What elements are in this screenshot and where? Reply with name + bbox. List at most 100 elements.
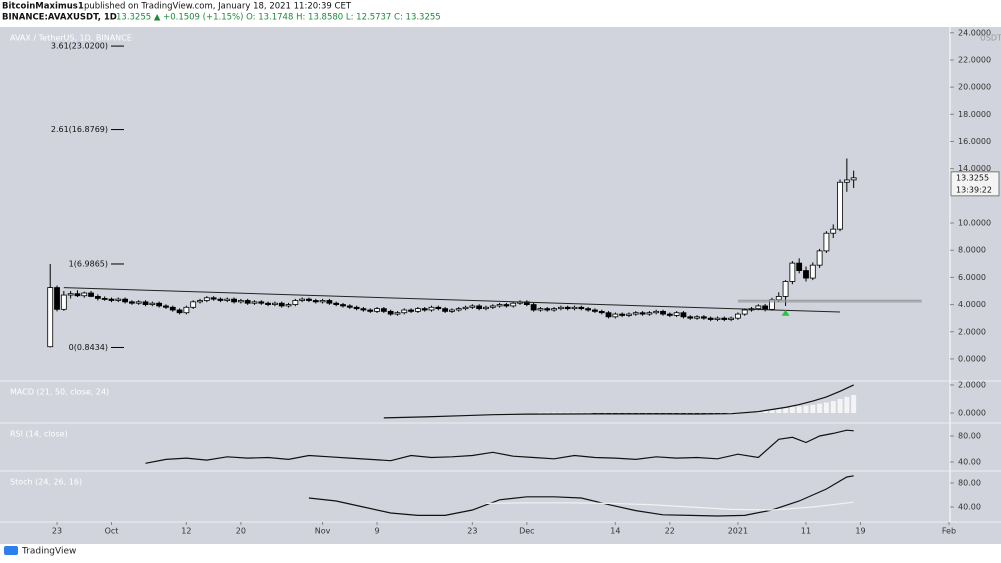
- candle-body: [728, 317, 734, 320]
- candle-body: [585, 308, 592, 311]
- candle-body: [292, 300, 299, 305]
- histogram-bar: [810, 404, 816, 414]
- y-tick-label: 18.0000: [958, 110, 991, 119]
- published: published on TradingView.com, January 18…: [84, 2, 352, 12]
- candle-body: [408, 309, 414, 312]
- candle-body: [496, 304, 503, 307]
- y-tick-label: 8.0000: [958, 246, 986, 255]
- pane-title: AVAX / TetherUS, 1D, BINANCE: [10, 34, 132, 43]
- candle-body: [714, 317, 721, 320]
- candle-body: [612, 313, 619, 318]
- candle-body: [639, 312, 646, 315]
- candle-body: [592, 309, 598, 312]
- candle-body: [721, 317, 728, 320]
- x-tick-label: 23: [467, 527, 477, 536]
- price-label: 13.3255: [956, 173, 989, 182]
- histogram-bar: [769, 409, 775, 414]
- y-tick-label: 40.00: [958, 502, 981, 511]
- y-tick-label: 14.0000: [958, 164, 991, 173]
- histogram-bar: [565, 412, 571, 414]
- candle-body: [333, 302, 340, 305]
- fib-label: 1(6.9865): [69, 259, 108, 268]
- candle-body: [755, 305, 762, 310]
- candle-body: [537, 308, 544, 311]
- author: BitcoinMaximus1: [2, 2, 84, 12]
- candle-body: [142, 301, 149, 305]
- candle-body: [571, 306, 578, 310]
- histogram-bar: [837, 398, 843, 414]
- fib-label: 2.61(16.8769): [51, 125, 108, 134]
- candle-body: [203, 297, 210, 301]
- candle-body: [81, 292, 88, 297]
- candle-body: [156, 302, 163, 307]
- y-tick-label: 0.0000: [958, 354, 986, 363]
- candle-body: [673, 312, 680, 316]
- histogram-bar: [762, 410, 768, 414]
- histogram-bar: [851, 395, 857, 414]
- x-tick-label: 22: [665, 527, 675, 536]
- histogram-bar: [796, 406, 802, 414]
- y-tick-label: 80.00: [958, 432, 981, 441]
- candle-body: [176, 309, 183, 314]
- candle-body: [306, 298, 312, 301]
- x-tick-label: 2021: [728, 527, 748, 536]
- countdown: 13:39:22: [956, 185, 992, 194]
- candle-body: [135, 301, 142, 304]
- candle-body: [285, 304, 292, 307]
- candle-body: [428, 306, 435, 311]
- candle-body: [340, 304, 346, 307]
- candle-body: [735, 313, 741, 319]
- y-tick-label: 24.0000: [958, 28, 991, 37]
- candle-body: [843, 179, 850, 183]
- histogram-bar: [830, 401, 836, 414]
- histogram-bar: [844, 396, 850, 414]
- candle-body: [67, 293, 74, 296]
- candle-body: [74, 293, 81, 297]
- candle-body: [660, 310, 666, 315]
- candle-body: [646, 312, 653, 315]
- candle-body: [619, 313, 626, 316]
- candle-body: [626, 313, 632, 316]
- histogram-bar: [544, 412, 550, 414]
- candle-body: [551, 308, 557, 311]
- candle-body: [421, 308, 428, 311]
- candle-body: [346, 305, 353, 308]
- candle-body: [830, 228, 837, 234]
- candle-body: [796, 262, 803, 271]
- candle-body: [707, 317, 714, 320]
- candle-body: [387, 310, 394, 315]
- signal-arrow: [781, 309, 790, 316]
- histogram-bar: [783, 408, 789, 414]
- candle-body: [278, 302, 285, 307]
- x-tick-label: Feb: [942, 527, 956, 536]
- histogram-bar: [571, 412, 577, 414]
- candle-body: [489, 305, 496, 308]
- candle-body: [680, 312, 687, 318]
- candle-body: [94, 296, 101, 299]
- pane-title: MACD (21, 50, close, 24): [10, 388, 109, 397]
- histogram-bar: [823, 402, 829, 414]
- candle-body: [503, 304, 510, 307]
- candle-body: [244, 300, 251, 304]
- indicator-line: [485, 501, 854, 511]
- candle-body: [190, 301, 197, 308]
- candle-body: [530, 304, 537, 311]
- candle-body: [694, 316, 700, 319]
- candle-body: [169, 306, 176, 311]
- candle-body: [312, 300, 319, 303]
- candle-body: [510, 302, 517, 307]
- y-tick-label: 80.00: [958, 478, 981, 487]
- candle-body: [598, 310, 605, 314]
- candle-body: [544, 308, 551, 311]
- candle-body: [557, 306, 564, 310]
- candle-body: [823, 232, 830, 252]
- histogram-bar: [558, 412, 564, 414]
- candle-body: [442, 308, 449, 312]
- symbol: BINANCE:AVAXUSDT, 1D: [2, 13, 117, 23]
- candle-body: [605, 312, 612, 318]
- y-tick-label: 10.0000: [958, 219, 991, 228]
- candle-body: [837, 181, 843, 230]
- y-tick-label: 2.0000: [958, 380, 986, 389]
